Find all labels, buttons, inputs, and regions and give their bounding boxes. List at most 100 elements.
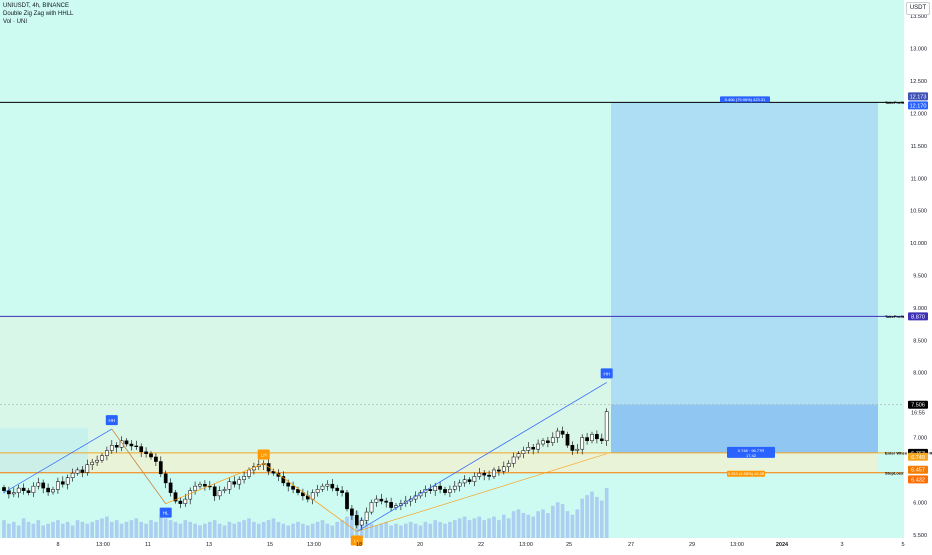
indicator-title: Double Zig Zag with HHLL (3, 11, 74, 17)
volume-bar (443, 523, 447, 538)
candle (301, 492, 305, 497)
level-label: StopLoss (885, 471, 904, 476)
stop-info-badge (727, 470, 765, 477)
candle (36, 482, 41, 487)
volume-bar (75, 520, 80, 538)
volume-bar (291, 523, 295, 538)
volume-bar (379, 523, 384, 538)
candle (541, 440, 545, 445)
candle (389, 502, 393, 508)
currency-badge[interactable]: USDT (906, 2, 930, 15)
volume-bar (325, 523, 330, 538)
time-tick-label: 25 (566, 542, 572, 548)
current-price-tag (908, 400, 928, 409)
candle (163, 473, 168, 484)
candle (95, 459, 99, 463)
candle (536, 443, 540, 450)
takeprofit2-tag-text: 8.870 (911, 314, 925, 320)
candle (345, 492, 349, 510)
takeprofit-extra-tag-text: 12.173 (910, 94, 927, 100)
volume-bar (506, 518, 511, 538)
zigzag-segment (3, 428, 112, 493)
price-tick-label: 7.000 (913, 436, 927, 442)
volume-bar (203, 523, 207, 538)
volume-bar (560, 504, 565, 538)
pivot-label-badge[interactable] (257, 449, 270, 460)
volume-bar (149, 520, 153, 538)
volume-bar (492, 516, 496, 538)
candle (555, 430, 560, 438)
candle (604, 411, 609, 442)
zigzag-segment-secondary (356, 453, 607, 532)
candle (335, 487, 340, 491)
volume-bar (399, 525, 403, 538)
pivot-label-badge[interactable] (350, 535, 363, 546)
volume-bar (257, 523, 261, 538)
volume-bar (502, 514, 506, 538)
price-tick-label: 5.500 (913, 533, 927, 539)
volume-bar (575, 509, 580, 538)
candle (575, 448, 580, 451)
candle (580, 437, 585, 450)
current-price-tag-text: 7.506 (911, 403, 925, 409)
target2-zone-left (0, 316, 611, 453)
candle (443, 489, 447, 493)
volume-bar (526, 514, 531, 538)
pivot-label-badge[interactable] (105, 415, 118, 426)
candle (26, 490, 31, 493)
candle (599, 438, 604, 442)
candle (75, 469, 80, 474)
candle (281, 476, 286, 484)
volume-bar (394, 523, 398, 538)
candle (212, 486, 217, 497)
time-tick-label: 27 (628, 542, 634, 548)
pivot-label-badge[interactable] (600, 368, 613, 379)
volume-bar (139, 521, 143, 538)
candle (276, 472, 281, 477)
volume-bar (168, 520, 173, 538)
takeprofit-tag (908, 101, 928, 110)
candle (477, 472, 482, 477)
candle (384, 500, 389, 503)
volume-bar (438, 521, 442, 538)
candle (531, 447, 536, 450)
volume-bar (296, 521, 300, 538)
candle (11, 492, 16, 495)
volume-bar (163, 518, 168, 538)
pivot-label-text: LH (261, 452, 267, 457)
candle (364, 511, 369, 521)
candle (41, 482, 46, 489)
pivot-label-badge[interactable] (159, 507, 172, 518)
candle (374, 498, 379, 503)
current-price-countdown: 16:55 (911, 411, 925, 417)
time-tick-label: 13:00 (96, 542, 110, 548)
candle (487, 474, 491, 477)
volume-bar (477, 516, 482, 538)
zigzag-segment-secondary (111, 428, 166, 504)
price-tick-label: 11.000 (911, 176, 927, 182)
volume-bar (301, 523, 305, 538)
volume-bar (315, 521, 320, 538)
volume-bar (600, 500, 604, 538)
stop-info-text: 0.310 (4.58%) 46.28 (728, 471, 765, 476)
candle (448, 489, 452, 493)
volume-bar (408, 521, 413, 538)
candle (320, 485, 325, 490)
time-axis-background (0, 538, 904, 550)
time-tick-label: 13:00 (519, 542, 533, 548)
time-tick-label: 29 (689, 542, 695, 548)
volume-bar (462, 516, 467, 538)
candle (70, 472, 75, 478)
price-tick-label: 10.000 (910, 241, 927, 247)
time-tick-label: 20 (417, 542, 423, 548)
candle (462, 479, 467, 484)
candle (100, 455, 104, 461)
volume-bar (119, 523, 124, 538)
volume-bar (389, 525, 393, 538)
volume-bar (320, 520, 325, 538)
pivot-label-text: LL (354, 539, 360, 544)
time-tick-label: 8 (56, 542, 59, 548)
candle (16, 487, 21, 493)
